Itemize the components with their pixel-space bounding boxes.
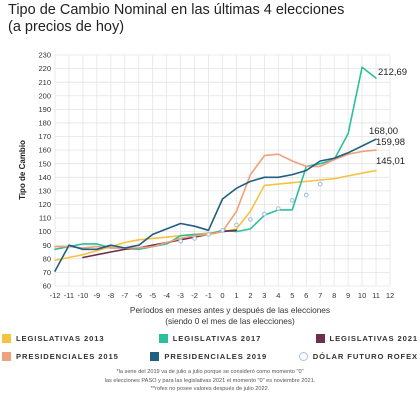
x-tick-label-7: 7 <box>318 291 322 300</box>
x-tick-label-9: 9 <box>346 291 350 300</box>
y-tick-label-160: 160 <box>38 146 51 155</box>
y-tick-label-200: 200 <box>38 91 51 100</box>
x-axis-ticks: -12 -11 -10 -9 -8 -7 -6 -5 -4 -3 -2 -1 0 1 2 3 4 5 6 7 8 9 10 1… <box>50 291 395 300</box>
footnote-1: *la serie del 2019 va de julio a julio p… <box>116 369 304 375</box>
x-tick-label-8: 8 <box>332 291 336 300</box>
legend-item-presidenciales-2015: PRESIDENCIALES 2015 <box>2 351 119 361</box>
legend-swatch-presidenciales-2019 <box>150 351 160 361</box>
x-tick-label-6: 6 <box>304 291 308 300</box>
title-line-1: Tipo de Cambio Nominal en las últimas 4 … <box>8 2 345 18</box>
legend-item-presidenciales-2019: PRESIDENCIALES 2019 <box>150 351 268 361</box>
legend-row-1: LEGISLATIVAS 2013 LEGISLATIVAS 2017 LEGI… <box>2 329 418 347</box>
end-label-145-01: 145,01 <box>376 156 405 167</box>
legend-label-legislativas-2013: LEGISLATIVAS 2013 <box>16 333 105 343</box>
legend-swatch-dolar-futuro-rofex <box>298 351 308 361</box>
x-tick-label--9: -9 <box>94 291 101 300</box>
y-tick-label-150: 150 <box>38 159 51 168</box>
title-line-2: (a precios de hoy) <box>8 19 125 35</box>
y-tick-label-120: 120 <box>38 200 51 209</box>
marker-dolar-futuro-rofex-6 <box>262 211 267 217</box>
y-axis-ticks: 60 70 80 90 100 110 120 130 140 150 160 170 180 190 20… <box>38 51 51 291</box>
marker-dolar-futuro-rofex-5 <box>248 217 253 222</box>
x-axis-title-line-1: Períodos en meses antes y después de las… <box>129 305 331 315</box>
gridlines <box>54 54 391 287</box>
y-tick-label-210: 210 <box>38 78 51 87</box>
x-tick-label-10: 10 <box>358 291 366 300</box>
marker-dolar-futuro-rofex-0 <box>178 238 183 244</box>
y-tick-label-100: 100 <box>38 227 51 236</box>
x-tick-label-11: 11 <box>372 291 380 300</box>
footnote-3: **rofex no posee valores después de juli… <box>150 386 270 393</box>
legend-item-dolar-futuro-rofex: DÓLAR FUTURO ROFEX <box>298 351 418 361</box>
y-axis-title: Tipo de Cambio <box>18 140 27 200</box>
x-tick-label--11: -11 <box>64 291 74 300</box>
marker-dolar-futuro-rofex-10 <box>317 181 323 187</box>
x-tick-label--4: -4 <box>163 291 170 300</box>
marker-dolar-futuro-rofex-9 <box>303 192 309 198</box>
legend-label-presidenciales-2019: PRESIDENCIALES 2019 <box>164 351 268 361</box>
legend-swatch-legislativas-2017 <box>158 333 168 343</box>
legend-label-presidenciales-2015: PRESIDENCIALES 2015 <box>16 351 119 361</box>
legend-label-dolar-futuro-rofex: DÓLAR FUTURO ROFEX <box>312 351 418 361</box>
x-tick-label--6: -6 <box>135 291 142 300</box>
end-label-168-00: 168,00 <box>369 126 398 137</box>
legend-item-legislativas-2017: LEGISLATIVAS 2017 <box>158 333 262 343</box>
y-tick-label-170: 170 <box>38 132 51 141</box>
legend: LEGISLATIVAS 2013 LEGISLATIVAS 2017 LEGI… <box>2 329 418 365</box>
x-tick-label--7: -7 <box>121 291 128 300</box>
end-label-159-98: 159,98 <box>376 137 405 148</box>
x-tick-label-2: 2 <box>248 291 252 300</box>
y-tick-label-110: 110 <box>39 214 51 223</box>
x-tick-label-0: 0 <box>220 291 224 300</box>
legend-swatch-legislativas-2021 <box>315 333 325 343</box>
y-tick-label-90: 90 <box>43 241 51 250</box>
marker-dolar-futuro-rofex-7 <box>275 206 281 211</box>
y-tick-label-80: 80 <box>43 254 51 263</box>
y-tick-label-140: 140 <box>38 173 51 182</box>
footnotes: *la serie del 2019 va de julio a julio p… <box>0 368 420 394</box>
marker-dolar-futuro-rofex-4 <box>234 222 239 228</box>
y-tick-label-230: 230 <box>38 51 51 60</box>
x-tick-label-3: 3 <box>262 291 266 300</box>
end-label-212-69: 212,69 <box>378 67 407 78</box>
x-axis-title-line-2: (siendo 0 el mes de las elecciones) <box>165 316 295 326</box>
x-axis-title: Períodos en meses antes y después de las… <box>40 305 420 327</box>
marker-dolar-futuro-rofex-3 <box>220 227 225 233</box>
y-tick-label-180: 180 <box>38 119 51 128</box>
legend-label-legislativas-2021: LEGISLATIVAS 2021 <box>329 333 418 343</box>
end-value-labels: 212,69 168,00 159,98 145,01 <box>369 67 407 167</box>
x-tick-label--2: -2 <box>191 291 198 300</box>
x-tick-label-1: 1 <box>234 291 238 300</box>
legend-swatch-presidenciales-2015 <box>2 351 11 361</box>
x-tick-label--12: -12 <box>50 291 61 300</box>
series-line-legislativas-2017 <box>54 66 377 251</box>
x-tick-label-4: 4 <box>276 291 280 300</box>
y-tick-label-70: 70 <box>43 268 51 277</box>
marker-dolar-futuro-rofex-2 <box>206 232 211 237</box>
chart-title: Tipo de Cambio Nominal en las últimas 4 … <box>8 2 408 36</box>
y-tick-label-190: 190 <box>38 105 51 114</box>
y-tick-label-220: 220 <box>38 64 51 73</box>
x-tick-label--1: -1 <box>205 291 212 300</box>
legend-swatch-legislativas-2013 <box>2 333 11 343</box>
legend-item-legislativas-2013: LEGISLATIVAS 2013 <box>2 333 105 343</box>
x-tick-label--8: -8 <box>107 291 114 300</box>
legend-item-legislativas-2021: LEGISLATIVAS 2021 <box>315 333 418 343</box>
line-chart: 6070809010011012013014015016017018019020… <box>18 51 407 300</box>
x-tick-label--5: -5 <box>149 291 156 300</box>
marker-dolar-futuro-rofex-8 <box>289 198 295 203</box>
legend-label-legislativas-2017: LEGISLATIVAS 2017 <box>172 333 262 343</box>
y-tick-label-60: 60 <box>43 282 51 291</box>
x-tick-label--3: -3 <box>177 291 184 300</box>
x-tick-label--10: -10 <box>77 291 88 300</box>
x-tick-label-5: 5 <box>290 291 294 300</box>
series-lines <box>54 66 377 272</box>
marker-dolar-futuro-rofex-1 <box>192 236 197 241</box>
x-tick-label-12: 12 <box>386 291 394 300</box>
series-line-presidenciales-2019 <box>54 138 377 272</box>
footnote-2: las elecciones PASO y para las legislati… <box>104 377 316 384</box>
y-tick-label-130: 130 <box>38 186 51 195</box>
legend-row-2: PRESIDENCIALES 2015 PRESIDENCIALES 2019 … <box>2 347 418 365</box>
series-line-presidenciales-2015 <box>54 149 377 249</box>
